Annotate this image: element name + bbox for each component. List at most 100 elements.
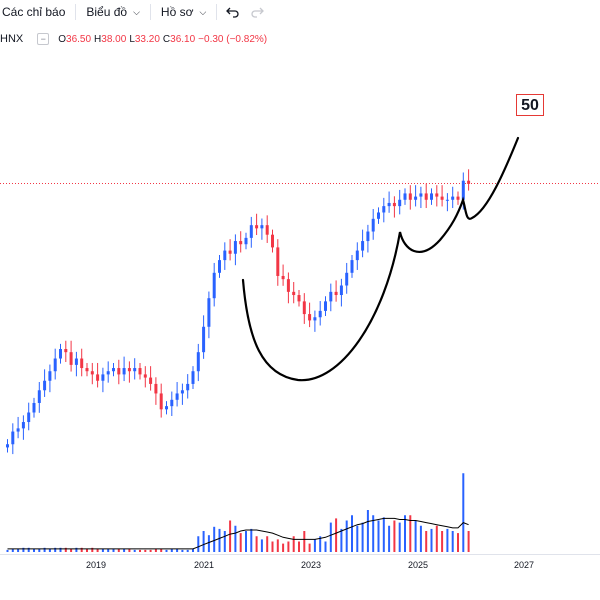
candle-body [329, 291, 333, 302]
volume-bar [144, 549, 147, 552]
volume-bar [149, 549, 152, 552]
volume-bar [229, 520, 232, 552]
volume-bar [335, 518, 338, 552]
volume-bar [282, 543, 285, 552]
volume-bar [430, 528, 433, 552]
volume-bar [38, 548, 41, 552]
candle-body [424, 193, 428, 200]
candle-body [297, 295, 301, 302]
volume-bar [388, 525, 391, 552]
volume-bar [303, 531, 306, 552]
volume-bar [75, 547, 78, 552]
volume-bar [245, 531, 247, 552]
redo-button[interactable] [245, 0, 269, 24]
volume-bar [287, 541, 290, 552]
volume-bar [112, 548, 115, 552]
candle-body [27, 412, 31, 423]
volume-ma-line [7, 517, 469, 550]
toolbar-divider [75, 4, 77, 20]
volume-bar [414, 520, 417, 552]
candle-body [398, 199, 402, 207]
chart-menu-button[interactable]: Biểu đồ ⌵ [80, 0, 146, 24]
candle-body [106, 371, 110, 375]
volume-bar [186, 549, 189, 552]
volume-bar [207, 535, 210, 552]
candle-body [271, 234, 274, 248]
candle-body [435, 193, 439, 197]
candle-body [366, 231, 370, 242]
candle-body [159, 393, 163, 410]
volume-bar [27, 547, 30, 552]
candle-body [377, 212, 380, 219]
candle-body [80, 358, 84, 369]
volume-bar [308, 543, 311, 552]
minus-icon[interactable]: − [37, 33, 50, 45]
candle-body [302, 301, 306, 315]
candle-body [456, 196, 460, 200]
open-key: O [58, 33, 67, 45]
volume-bar [123, 548, 126, 552]
candle-body [260, 225, 264, 229]
candle-body [345, 272, 349, 286]
volume-bar [419, 525, 422, 552]
candle-body [392, 202, 396, 207]
close-value: 36.10 [170, 33, 196, 45]
candle-body [69, 352, 73, 365]
candle-body [414, 196, 418, 200]
candle-body [440, 196, 444, 200]
indicators-button[interactable]: Các chỉ báo [0, 0, 71, 24]
time-axis[interactable]: 2019 2021 2023 2025 2027 [0, 554, 600, 577]
candle-body [59, 349, 62, 359]
candle-body [228, 250, 232, 254]
candle-body [249, 225, 253, 238]
change-value: −0.30 (−0.82%) [198, 33, 268, 45]
candle-body [286, 279, 290, 292]
volume-bar [213, 526, 216, 552]
candle-body [339, 285, 343, 296]
volume-bar [398, 522, 401, 552]
candle-body [170, 399, 174, 407]
volume-bar [117, 548, 120, 552]
candle-body [74, 358, 78, 365]
candle-body [313, 317, 317, 321]
candle-body [21, 422, 25, 429]
volume-bar [128, 548, 131, 552]
candle-body [196, 352, 200, 372]
candle-body [48, 371, 52, 381]
volume-bar [266, 536, 269, 552]
candle-body [32, 402, 36, 413]
candle-body [90, 371, 94, 375]
volume-bar [64, 547, 67, 552]
candle-body [149, 377, 153, 384]
candles [6, 169, 471, 455]
volume-bar [435, 525, 438, 552]
volume-bar [462, 473, 465, 552]
undo-button[interactable] [221, 0, 245, 24]
volume-bar [366, 510, 369, 552]
volume-bar [239, 533, 242, 552]
candle-body [430, 193, 433, 200]
candle-body [191, 371, 195, 384]
x-tick-label: 2019 [85, 560, 107, 570]
candle-body [244, 237, 248, 245]
top-toolbar: Các chỉ báo Biểu đồ ⌵ Hồ sơ ⌵ [0, 0, 600, 24]
profile-menu-button[interactable]: Hồ sơ ⌵ [155, 0, 212, 24]
candle-body [292, 291, 296, 296]
volume-bar [446, 528, 449, 552]
candle-body [255, 225, 259, 229]
target-annotation[interactable]: 50 [516, 94, 544, 116]
volume-bar [393, 520, 396, 552]
volume-bar [260, 539, 263, 552]
toolbar-divider [216, 4, 218, 20]
candle-body [324, 301, 327, 311]
candle-body [154, 383, 158, 394]
volume-bar [160, 548, 163, 552]
volume-bar [298, 541, 300, 552]
open-value: 36.50 [66, 33, 92, 45]
volume-bar [101, 548, 104, 552]
volume-bar [80, 547, 83, 552]
candle-body [281, 275, 285, 280]
candle-body [165, 406, 168, 410]
volume-bar [54, 547, 57, 552]
